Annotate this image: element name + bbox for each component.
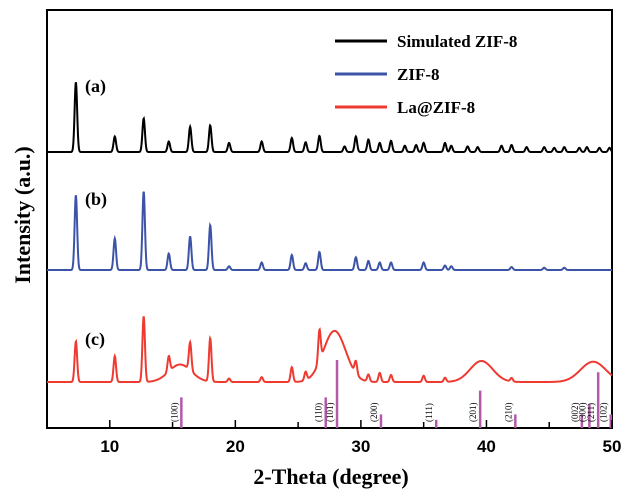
x-axis-title: 2-Theta (degree)	[253, 464, 408, 489]
reference-label-6: (210)	[503, 402, 513, 422]
x-axis-ticks: 10 20 30 40 50	[46, 420, 622, 456]
legend-label-simulated-zif8: Simulated ZIF-8	[397, 32, 517, 51]
reference-labels: (100) (110) (101) (200) (111) (201) (210) (002)…	[169, 402, 608, 422]
panel-label-c: (c)	[85, 329, 105, 350]
reference-label-5: (201)	[468, 403, 478, 423]
reference-label-0: (100)	[169, 403, 179, 423]
reference-label-4: (111)	[424, 403, 434, 422]
legend-label-la-zif8: La@ZIF-8	[397, 98, 475, 117]
x-tick-label-40: 40	[477, 437, 496, 456]
series-line-simulated-zif8	[47, 82, 613, 154]
x-tick-label-30: 30	[351, 437, 370, 456]
y-axis-title: Intensity (a.u.)	[10, 146, 35, 284]
series-line-la-zif8	[47, 316, 613, 383]
reference-label-8: (300)	[577, 403, 587, 423]
reference-label-3: (200)	[369, 403, 379, 423]
plot-frame	[46, 9, 613, 429]
reference-lines	[180, 360, 612, 428]
reference-label-2: (101)	[325, 403, 335, 423]
reference-label-1: (110)	[314, 403, 324, 422]
x-tick-label-50: 50	[603, 437, 622, 456]
reference-label-10: (102)	[599, 403, 609, 423]
x-tick-label-10: 10	[100, 437, 119, 456]
series-line-zif8	[47, 191, 612, 271]
panel-label-b: (b)	[85, 189, 107, 210]
x-tick-label-20: 20	[226, 437, 245, 456]
legend-label-zif8: ZIF-8	[397, 65, 440, 84]
panel-label-a: (a)	[85, 76, 106, 97]
reference-label-9: (211)	[586, 403, 596, 422]
reference-label-7: (002)	[570, 403, 580, 423]
legend: Simulated ZIF-8 ZIF-8 La@ZIF-8	[335, 32, 517, 117]
